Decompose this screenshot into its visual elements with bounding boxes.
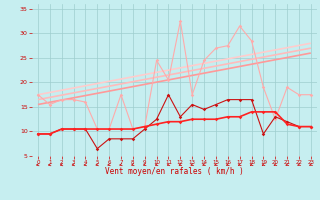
X-axis label: Vent moyen/en rafales ( km/h ): Vent moyen/en rafales ( km/h ) (105, 167, 244, 176)
